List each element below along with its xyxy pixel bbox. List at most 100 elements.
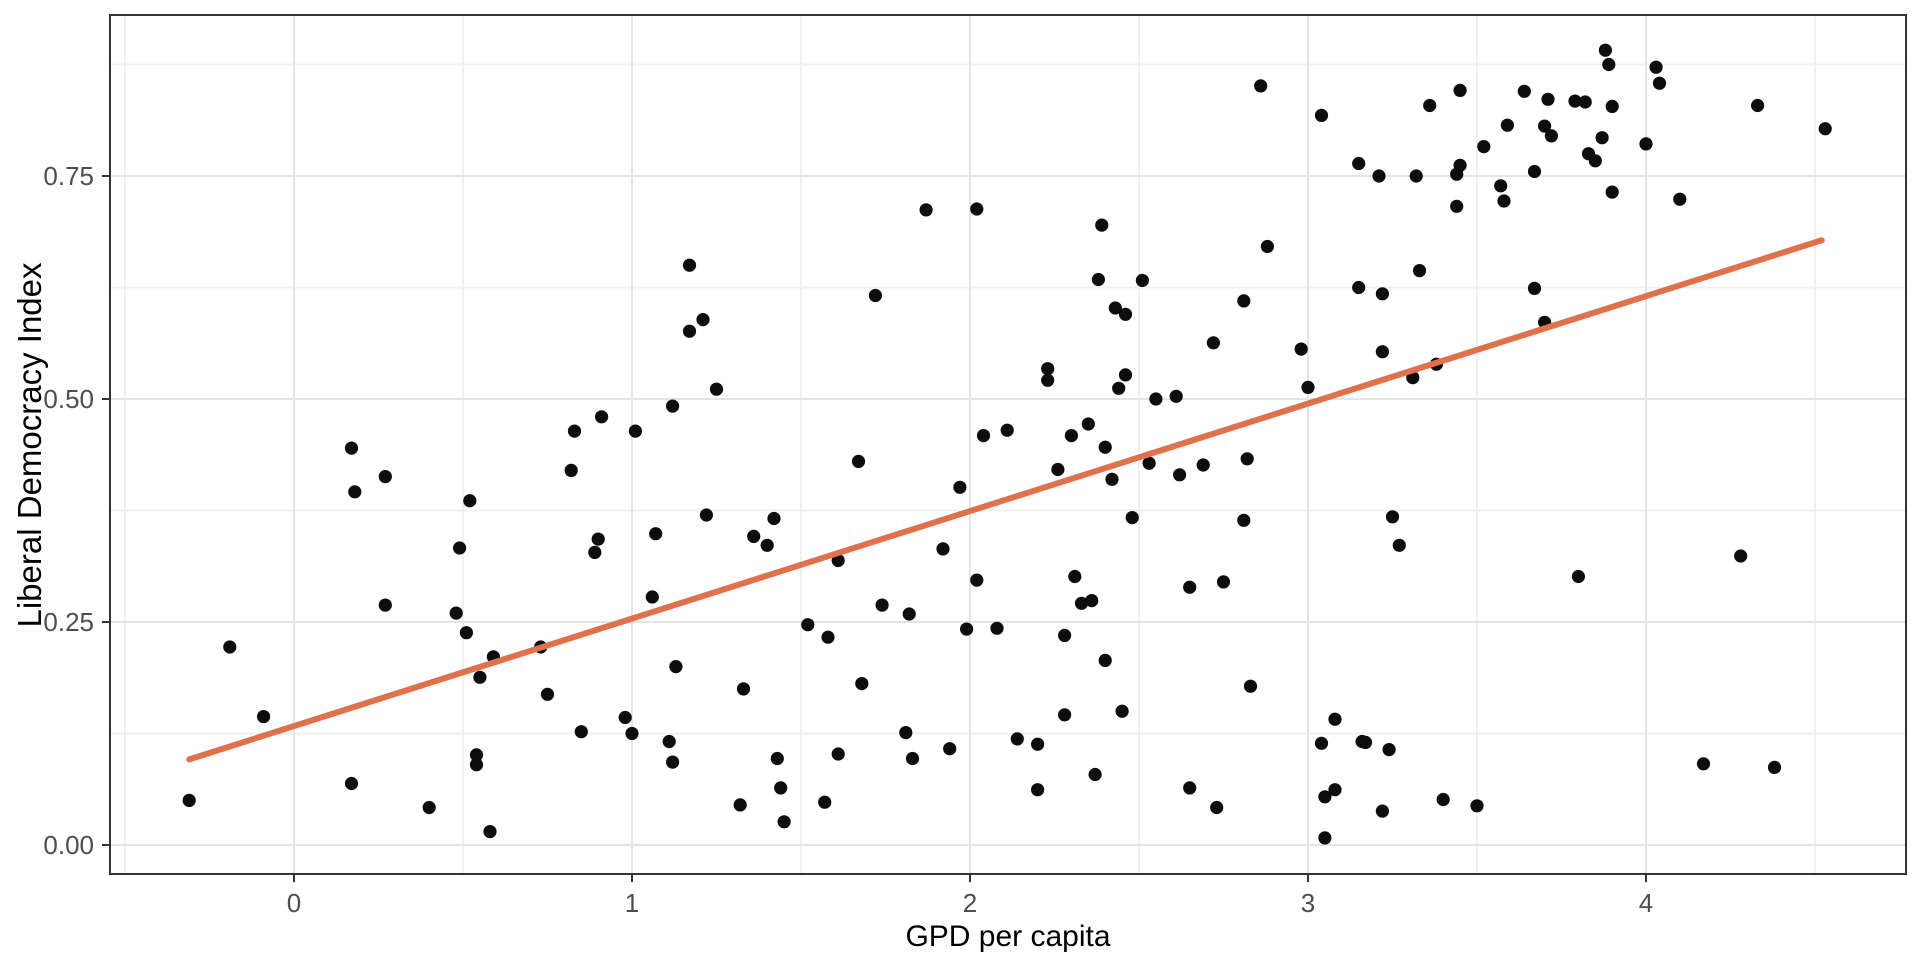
data-point — [1314, 736, 1329, 750]
data-point — [1517, 84, 1531, 98]
y-tick-label: 0.25 — [43, 607, 94, 637]
data-point — [1412, 264, 1427, 278]
data-point — [1751, 98, 1765, 113]
data-point — [1673, 192, 1687, 206]
data-point — [990, 621, 1004, 635]
data-point — [1183, 781, 1197, 795]
data-point — [1605, 185, 1619, 199]
data-point — [1541, 92, 1555, 106]
data-point — [1314, 108, 1329, 122]
data-point — [669, 660, 683, 674]
data-point — [1074, 596, 1089, 610]
data-point — [736, 682, 751, 696]
grid-major — [110, 15, 1906, 874]
data-point — [1598, 43, 1612, 57]
data-point — [574, 725, 588, 739]
data-point — [662, 734, 676, 749]
data-point — [1196, 458, 1210, 472]
data-point — [855, 677, 869, 691]
data-point — [919, 203, 933, 217]
data-point — [1254, 79, 1268, 93]
data-point — [774, 781, 788, 795]
data-point — [1696, 757, 1711, 771]
data-point — [1088, 767, 1102, 782]
data-point — [696, 313, 710, 327]
data-point — [709, 382, 724, 396]
y-axis-title: Liberal Democracy Index — [11, 262, 48, 628]
data-point — [821, 630, 835, 644]
data-point — [1453, 83, 1467, 97]
data-point — [1031, 737, 1045, 751]
data-point — [1173, 468, 1187, 482]
data-point — [699, 508, 714, 522]
data-point — [970, 573, 984, 587]
data-point — [378, 598, 392, 612]
data-point — [628, 424, 643, 438]
data-point — [1058, 628, 1072, 643]
data-point — [1568, 94, 1582, 108]
data-point — [1210, 800, 1224, 815]
data-point — [682, 258, 697, 272]
data-point — [1183, 580, 1197, 594]
data-point — [682, 324, 697, 338]
data-point — [344, 776, 359, 791]
data-point — [1085, 594, 1099, 608]
data-point — [1372, 169, 1386, 183]
data-point — [453, 541, 467, 555]
data-point — [473, 670, 487, 684]
data-point — [868, 288, 883, 303]
data-point — [1098, 653, 1112, 668]
data-point — [899, 726, 913, 740]
data-point — [960, 622, 974, 636]
data-point — [645, 590, 659, 604]
data-point — [463, 494, 477, 508]
data-point — [1125, 510, 1139, 525]
y-axis-tick-labels: 0.00 0.25 0.50 0.75 — [43, 161, 94, 860]
data-point — [1098, 440, 1112, 454]
data-point — [459, 626, 473, 640]
data-point — [1105, 472, 1119, 486]
data-point — [1318, 790, 1332, 804]
data-point — [223, 640, 237, 654]
x-axis-title: GPD per capita — [905, 920, 1111, 953]
data-point — [1544, 129, 1558, 143]
data-point — [770, 751, 784, 766]
data-point — [1436, 792, 1450, 807]
data-point — [625, 726, 639, 741]
data-point — [1010, 732, 1024, 746]
data-point — [1375, 287, 1389, 301]
data-point — [469, 758, 484, 772]
x-axis-tick-labels: 0 1 2 3 4 — [287, 888, 1653, 918]
data-point — [591, 532, 605, 546]
data-point — [1081, 417, 1095, 431]
panel-border — [109, 14, 1907, 875]
data-point — [1595, 131, 1609, 145]
data-point — [1382, 743, 1396, 757]
data-point — [1041, 373, 1055, 387]
data-point — [588, 545, 602, 560]
data-point — [595, 410, 609, 424]
data-point — [801, 618, 815, 632]
data-point — [1240, 452, 1254, 466]
data-point — [976, 429, 991, 443]
data-point — [1409, 169, 1423, 183]
data-point — [540, 687, 555, 701]
data-point — [831, 747, 845, 761]
data-point — [1392, 538, 1406, 552]
data-point — [378, 470, 392, 484]
data-point — [1652, 76, 1667, 90]
data-point — [1352, 280, 1366, 295]
data-point — [777, 815, 791, 829]
data-point — [943, 742, 957, 756]
data-point — [818, 795, 832, 809]
data-point — [1031, 783, 1045, 797]
data-point — [1470, 799, 1484, 813]
data-point — [1538, 119, 1552, 133]
data-point — [1605, 99, 1619, 113]
data-point — [1385, 510, 1400, 524]
data-point — [1818, 122, 1832, 136]
data-point — [257, 710, 271, 724]
data-point — [1497, 194, 1511, 208]
data-point — [1767, 760, 1782, 775]
